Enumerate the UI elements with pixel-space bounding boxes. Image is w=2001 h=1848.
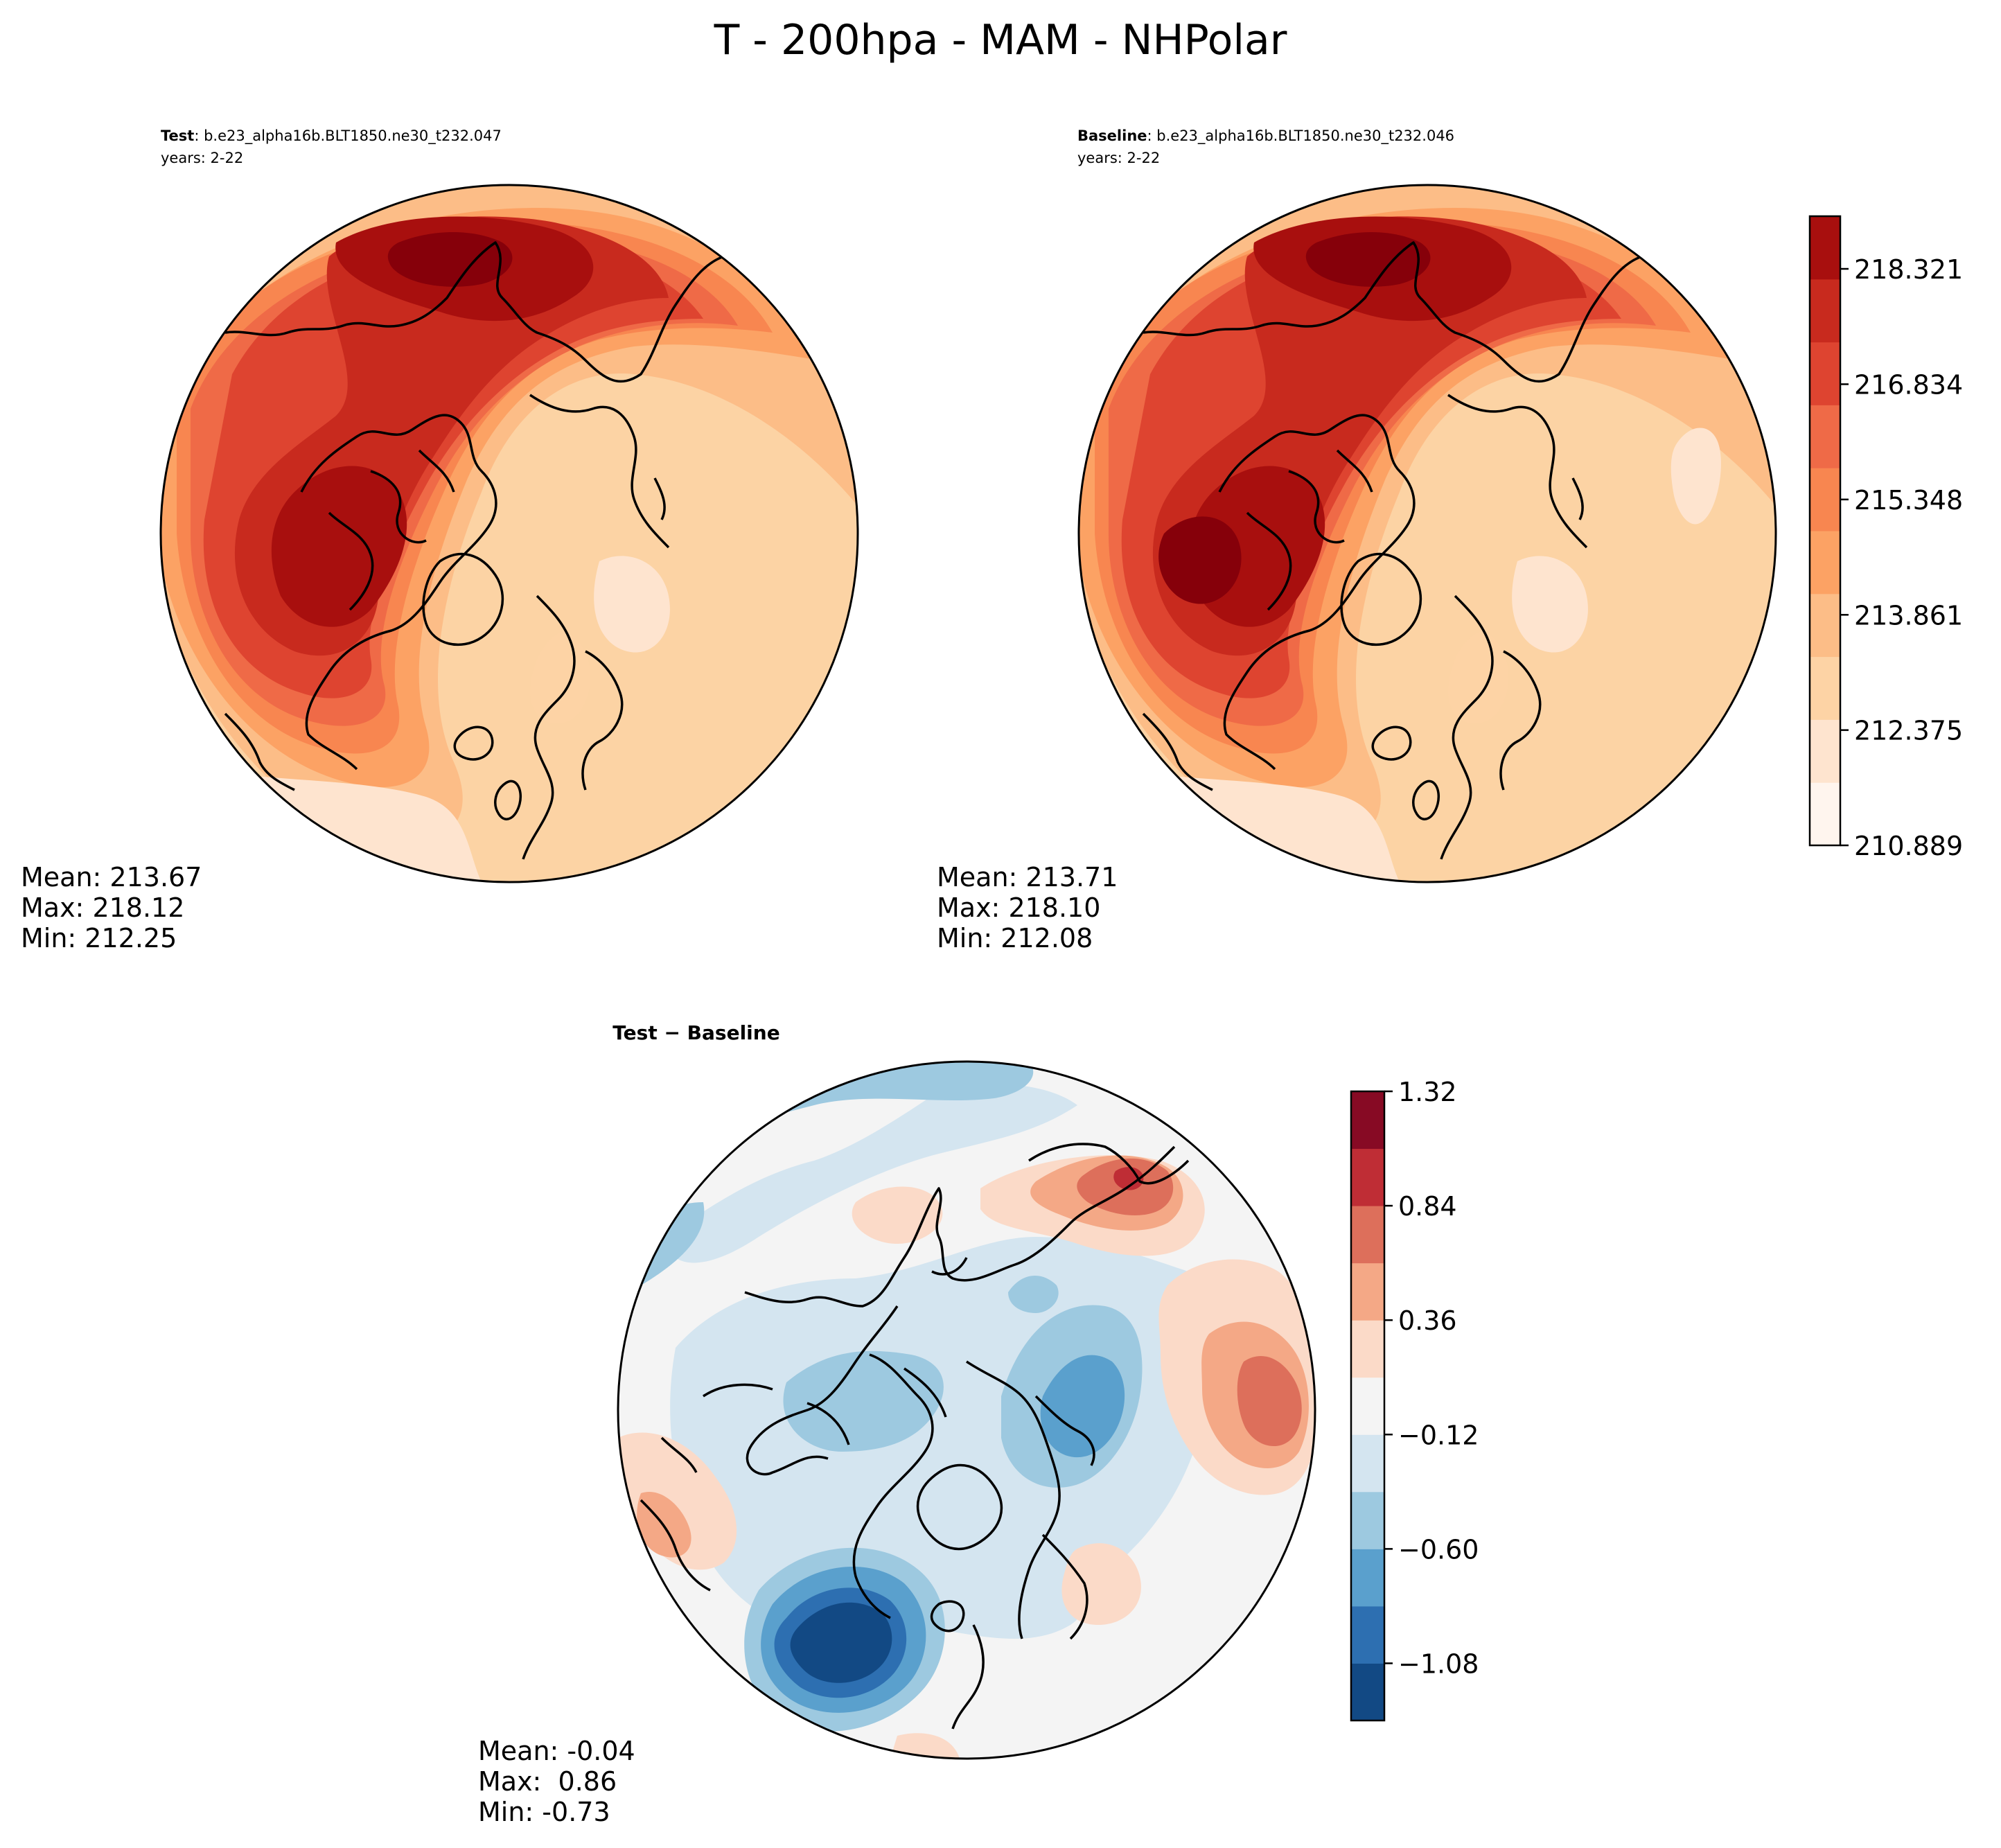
difference-label: Test − Baseline — [612, 1021, 779, 1044]
abs-colorbar-segment — [1810, 782, 1840, 846]
difference-min: Min: -0.73 — [478, 1797, 610, 1827]
diff-colorbar-tick-label: 0.84 — [1398, 1191, 1457, 1222]
abs-colorbar-segment — [1810, 593, 1840, 658]
diff-colorbar-segment — [1351, 1549, 1384, 1607]
diff-colorbar-segment — [1351, 1605, 1384, 1664]
baseline-map-border — [1077, 184, 1777, 883]
abs-colorbar-segment — [1810, 342, 1840, 405]
test-map-border — [159, 184, 859, 883]
abs-colorbar-segment — [1810, 719, 1840, 783]
test-label: Test: b.e23_alpha16b.BLT1850.ne30_t232.0… — [161, 127, 502, 145]
test-years: years: 2-22 — [161, 150, 243, 166]
abs-colorbar-tick-label: 210.889 — [1854, 831, 1963, 861]
abs-colorbar-segment — [1810, 468, 1840, 531]
baseline-years: years: 2-22 — [1077, 150, 1160, 166]
abs-colorbar-tick-label: 216.834 — [1854, 369, 1963, 400]
test-max: Max: 218.12 — [21, 892, 184, 923]
baseline-map — [1079, 185, 1776, 882]
abs-colorbar-tick-label: 213.861 — [1854, 600, 1963, 631]
diff-colorbar-tick-label: −1.08 — [1398, 1648, 1479, 1679]
abs-colorbar-segment — [1810, 405, 1840, 468]
difference-panel: Test − Baseline Mean: -0.04 Max: 0.86 Mi… — [478, 1021, 1316, 1827]
diff-colorbar-frame — [1350, 1090, 1386, 1722]
test-panel: Test: b.e23_alpha16b.BLT1850.ne30_t232.0… — [21, 127, 859, 953]
diff-colorbar-tick-label: −0.60 — [1398, 1534, 1479, 1565]
abs-colorbar-segment — [1810, 279, 1840, 343]
diff-colorbar-segment — [1351, 1663, 1384, 1721]
diff-colorbar-segment — [1351, 1491, 1384, 1549]
diff-colorbar-segment — [1351, 1320, 1384, 1378]
baseline-label-case: : b.e23_alpha16b.BLT1850.ne30_t232.046 — [1147, 127, 1455, 145]
baseline-mean: Mean: 213.71 — [937, 862, 1118, 892]
diff-colorbar-segment — [1351, 1262, 1384, 1321]
diff-colorbar-segment — [1351, 1148, 1384, 1206]
abs-colorbar-tick-label: 212.375 — [1854, 716, 1963, 746]
difference-max: Max: 0.86 — [478, 1766, 617, 1797]
difference-map-border — [617, 1060, 1316, 1760]
diff-colorbar-tick-label: 0.36 — [1398, 1305, 1457, 1336]
figure-title: T - 200hpa - MAM - NHPolar — [714, 16, 1287, 64]
baseline-label: Baseline: b.e23_alpha16b.BLT1850.ne30_t2… — [1077, 127, 1454, 145]
diff-colorbar-tick-label: 1.32 — [1398, 1077, 1457, 1107]
abs-colorbar-frame — [1808, 215, 1842, 847]
diff-colorbar-segment — [1351, 1206, 1384, 1264]
baseline-label-bold: Baseline — [1077, 127, 1147, 144]
test-label-case: : b.e23_alpha16b.BLT1850.ne30_t232.047 — [194, 127, 502, 145]
abs-colorbar-tick-label: 215.348 — [1854, 485, 1963, 516]
test-label-bold: Test — [161, 127, 194, 144]
diff-colorbar-segment — [1351, 1377, 1384, 1435]
abs-colorbar-segment — [1810, 531, 1840, 595]
abs-colorbar-tick-label: 218.321 — [1854, 254, 1963, 285]
difference-mean: Mean: -0.04 — [478, 1736, 635, 1766]
diff-colorbar-tick-label: −0.12 — [1398, 1420, 1479, 1450]
diff-colorbar: 1.32 0.84 0.36 −0.12 −0.60 −1.08 — [1350, 1077, 1479, 1722]
test-min: Min: 212.25 — [21, 923, 177, 953]
abs-colorbar: 218.321 216.834 215.348 213.861 212.375 210.8… — [1808, 215, 1963, 861]
test-mean: Mean: 213.67 — [21, 862, 202, 892]
baseline-max: Max: 218.10 — [937, 892, 1100, 923]
baseline-panel: Baseline: b.e23_alpha16b.BLT1850.ne30_t2… — [937, 127, 1777, 953]
difference-map — [618, 1062, 1315, 1759]
diff-colorbar-segment — [1351, 1091, 1384, 1150]
diff-colorbar-segment — [1351, 1434, 1384, 1493]
test-map — [161, 185, 858, 882]
baseline-min: Min: 212.08 — [937, 923, 1093, 953]
abs-colorbar-segment — [1810, 656, 1840, 720]
abs-colorbar-segment — [1810, 216, 1840, 280]
